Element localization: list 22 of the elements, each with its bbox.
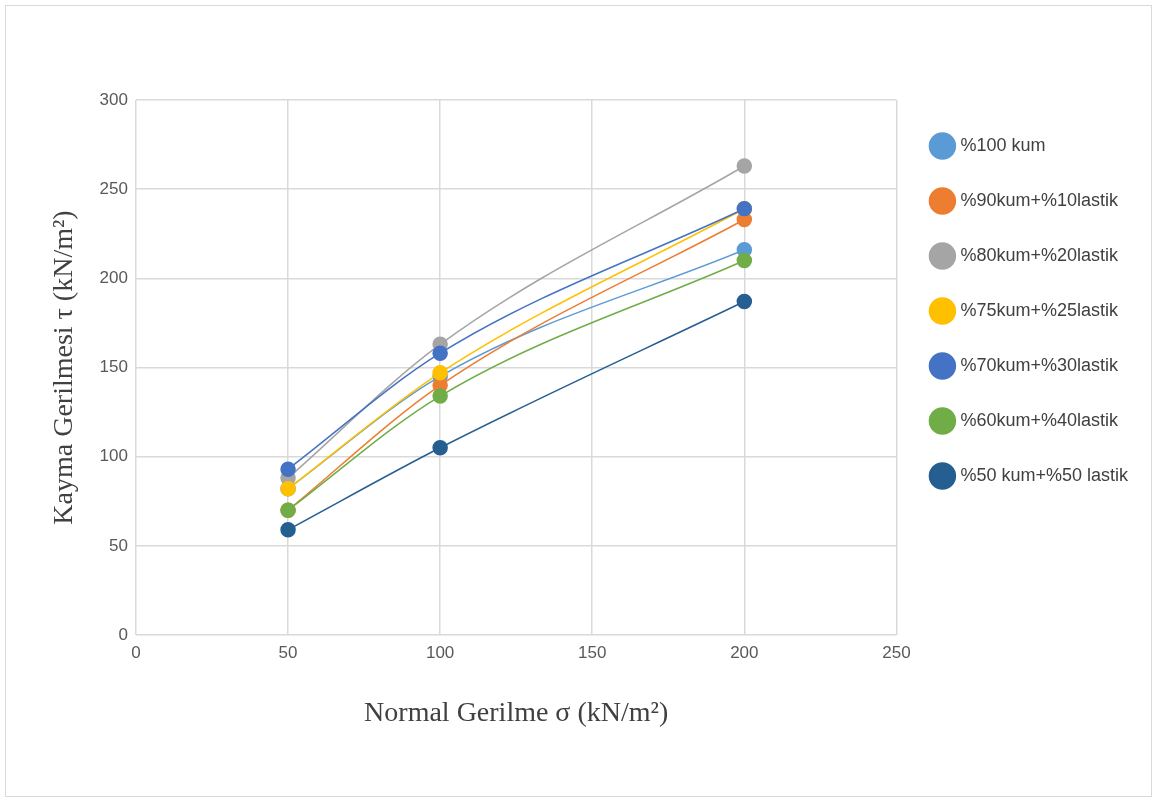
legend-label: %60kum+%40lastik [960,409,1119,430]
legend-label: %90kum+%10lastik [960,189,1119,210]
y-tick-label: 100 [99,446,128,466]
legend-label: %100 kum [960,134,1046,155]
x-tick-label: 50 [278,642,298,662]
x-tick-label: 0 [131,642,141,662]
y-tick-label: 50 [109,535,128,555]
legend-label: %50 kum+%50 lastik [960,464,1129,485]
y-axis-title: Kayma Gerilmesi τ (kN/m²) [47,210,79,525]
y-tick-label: 150 [99,357,128,377]
y-tick-label: 250 [99,178,128,198]
legend-label: %75kum+%25lastik [960,299,1119,320]
x-tick-label: 100 [425,642,455,662]
x-tick-label: 250 [882,642,911,662]
legend-label: %70kum+%30lastik [960,354,1119,375]
y-tick-label: 200 [99,268,128,288]
legend-label: %80kum+%20lastik [960,244,1119,265]
x-tick-label: 150 [578,642,607,662]
x-tick-label: 200 [730,642,759,662]
y-tick-label: 300 [99,89,128,109]
x-axis-title: Normal Gerilme σ (kN/m²) [364,695,669,727]
y-tick-label: 0 [118,624,128,644]
